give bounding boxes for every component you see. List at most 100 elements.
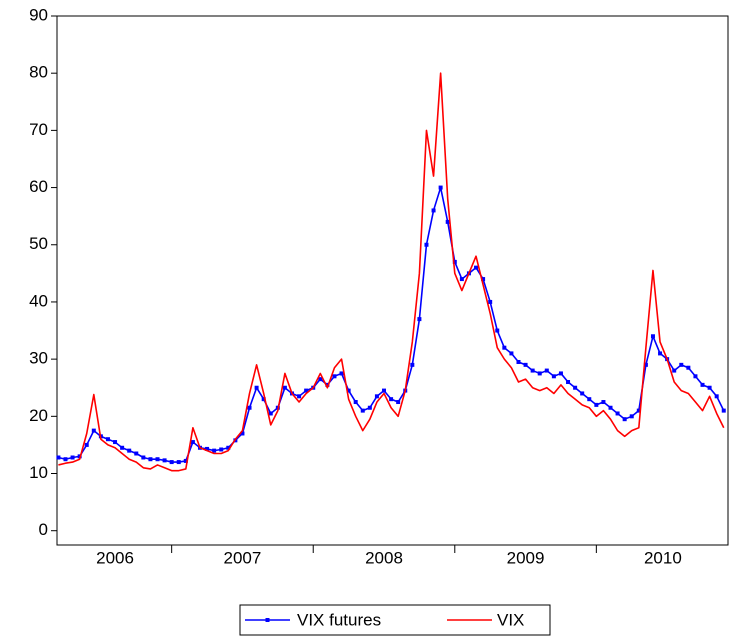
series-marker <box>282 385 287 390</box>
series-marker <box>410 362 415 367</box>
x-tick-label: 2010 <box>644 548 682 567</box>
series-marker <box>304 388 309 393</box>
series-marker <box>155 457 160 462</box>
series-marker <box>573 385 578 390</box>
series-marker <box>509 351 514 356</box>
series-marker <box>686 365 691 370</box>
series-marker <box>566 380 571 385</box>
series-marker <box>162 458 167 463</box>
series-marker <box>70 455 75 460</box>
y-tick-label: 20 <box>29 406 48 425</box>
series-marker <box>530 368 535 373</box>
series-marker <box>91 428 96 433</box>
series-marker <box>169 460 174 465</box>
series-marker <box>629 414 634 419</box>
y-tick-label: 80 <box>29 63 48 82</box>
series-marker <box>516 359 521 364</box>
series-marker <box>700 382 705 387</box>
series-marker <box>247 405 252 410</box>
series-marker <box>445 219 450 224</box>
series-marker <box>622 417 627 422</box>
y-tick-label: 10 <box>29 463 48 482</box>
y-tick-label: 70 <box>29 120 48 139</box>
series-marker <box>679 362 684 367</box>
series-marker <box>105 437 110 442</box>
series-marker <box>254 385 259 390</box>
series-marker <box>190 440 195 445</box>
series-marker <box>424 242 429 247</box>
y-tick-label: 0 <box>39 520 48 539</box>
legend-marker <box>265 618 270 622</box>
series-marker <box>134 451 139 456</box>
series-marker <box>360 408 365 413</box>
y-tick-label: 90 <box>29 5 48 24</box>
series-marker <box>389 397 394 402</box>
series-marker <box>658 351 663 356</box>
legend: VIX futures VIX <box>239 604 551 636</box>
series-marker <box>396 400 401 405</box>
series-marker <box>459 277 464 282</box>
series-marker <box>587 397 592 402</box>
series-marker <box>643 362 648 367</box>
series-marker <box>183 458 188 463</box>
legend-label: VIX <box>497 610 524 629</box>
series-marker <box>339 371 344 376</box>
legend-box <box>239 604 551 636</box>
x-tick-label: 2009 <box>507 548 545 567</box>
series-marker <box>452 259 457 264</box>
series-marker <box>261 397 266 402</box>
y-tick-label: 40 <box>29 291 48 310</box>
x-tick-label: 2007 <box>224 548 262 567</box>
y-tick-label: 50 <box>29 234 48 253</box>
series-marker <box>714 394 719 399</box>
series-marker <box>551 374 556 379</box>
series-marker <box>721 408 726 413</box>
series-marker <box>601 400 606 405</box>
series-marker <box>594 402 599 407</box>
series-marker <box>226 445 231 450</box>
series-marker <box>84 442 89 447</box>
series-marker <box>176 460 181 465</box>
series-marker <box>367 405 372 410</box>
series-marker <box>141 455 146 460</box>
series-marker <box>495 328 500 333</box>
x-tick-label: 2008 <box>365 548 403 567</box>
series-marker <box>438 185 443 190</box>
series-marker <box>205 446 210 451</box>
y-tick-label: 60 <box>29 177 48 196</box>
legend-label: VIX futures <box>297 610 381 629</box>
series-marker <box>297 394 302 399</box>
series-marker <box>374 394 379 399</box>
series-marker <box>523 362 528 367</box>
series-marker <box>56 455 61 460</box>
series-marker <box>240 431 245 436</box>
plot-frame <box>56 15 729 546</box>
series-marker <box>63 457 68 462</box>
series-marker <box>148 457 153 462</box>
series-marker <box>481 277 486 282</box>
series-marker <box>332 374 337 379</box>
y-tick-label: 30 <box>29 349 48 368</box>
series-marker <box>431 208 436 213</box>
series-marker <box>353 400 358 405</box>
series-marker <box>120 445 125 450</box>
series-marker <box>636 408 641 413</box>
series-marker <box>488 299 493 304</box>
series-marker <box>219 447 224 452</box>
series-marker <box>212 448 217 453</box>
x-tick-label: 2006 <box>96 548 134 567</box>
series-marker <box>537 371 542 376</box>
series-marker <box>113 440 118 445</box>
series-marker <box>558 371 563 376</box>
series-marker <box>544 368 549 373</box>
series-marker <box>346 388 351 393</box>
series-marker <box>672 368 677 373</box>
series-marker <box>580 391 585 396</box>
series-marker <box>693 374 698 379</box>
series-marker <box>707 385 712 390</box>
series-marker <box>127 448 132 453</box>
series-marker <box>650 334 655 339</box>
series-marker <box>382 388 387 393</box>
series-marker <box>474 265 479 270</box>
